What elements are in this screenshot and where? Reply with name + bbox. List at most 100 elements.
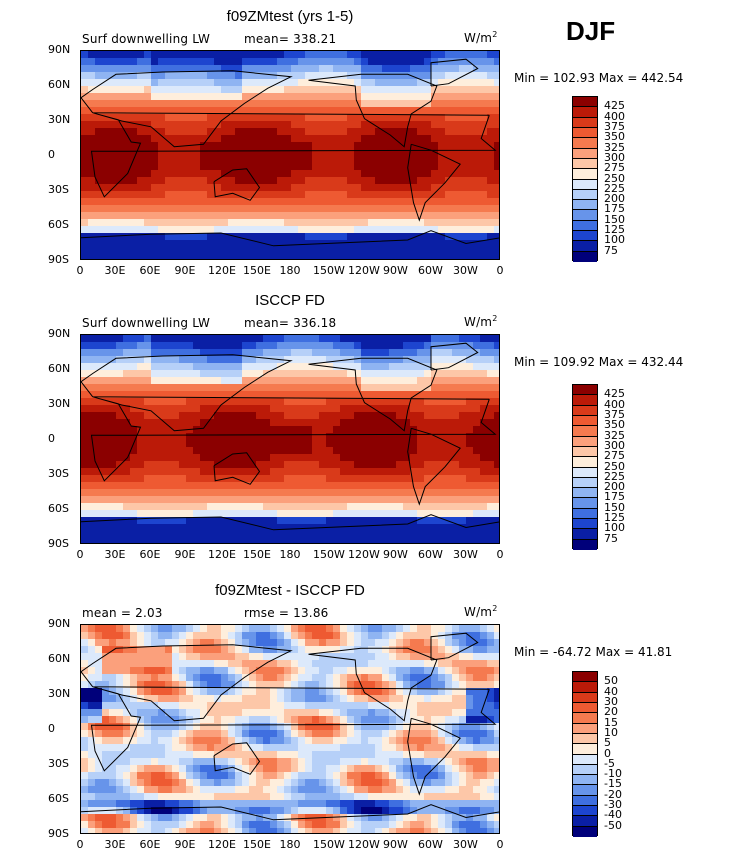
colorbar-swatch bbox=[573, 692, 597, 703]
min-max-readout: Min = 102.93 Max = 442.54 bbox=[514, 71, 684, 85]
lon-tick-label: 90W bbox=[383, 838, 408, 851]
panel-left-label: Surf downwelling LW bbox=[82, 32, 211, 46]
colorbar-swatch bbox=[573, 723, 597, 734]
units-exponent: 2 bbox=[492, 30, 498, 39]
lon-tick-label: 90E bbox=[174, 548, 196, 561]
panel-mean-label: rmse = 13.86 bbox=[244, 606, 329, 620]
lon-tick-label: 90W bbox=[383, 548, 408, 561]
panel-left-label: mean = 2.03 bbox=[82, 606, 163, 620]
colorbar-swatch bbox=[573, 189, 597, 201]
colorbar-swatch bbox=[573, 795, 597, 807]
colorbar-swatch bbox=[573, 385, 597, 396]
lon-tick-label: 60E bbox=[139, 838, 161, 851]
colorbar-swatch bbox=[573, 498, 597, 509]
colorbar-level-label: 200 bbox=[604, 192, 625, 206]
colorbar-swatch bbox=[573, 467, 597, 478]
lat-tick-label: 90N bbox=[48, 617, 71, 630]
lon-tick-label: 150E bbox=[243, 264, 271, 277]
lon-tick-label: 0 bbox=[76, 548, 84, 561]
colorbar-level-label: 40 bbox=[604, 684, 618, 698]
lon-tick-label: 120W bbox=[348, 264, 380, 277]
lon-tick-label: 120E bbox=[208, 548, 236, 561]
colorbar-level-label: 250 bbox=[604, 459, 625, 473]
colorbar-swatch bbox=[573, 744, 597, 755]
colorbar-swatch bbox=[573, 210, 597, 221]
colorbar-level-label: 0 bbox=[604, 746, 611, 760]
colorbar-swatch bbox=[573, 826, 597, 837]
colorbar-level-label: 150 bbox=[604, 500, 625, 514]
colorbar-swatch bbox=[573, 806, 597, 817]
colorbar-swatch bbox=[573, 405, 597, 416]
colorbar-level-label: 400 bbox=[604, 109, 625, 123]
lat-tick-label: 60N bbox=[48, 652, 71, 665]
lon-tick-label: 150W bbox=[313, 548, 345, 561]
lon-tick-label: 30W bbox=[453, 264, 478, 277]
lat-tick-label: 90S bbox=[48, 253, 69, 266]
colorbar-swatch bbox=[573, 395, 597, 406]
colorbar-swatch bbox=[573, 508, 597, 520]
panel-mean-label: mean= 336.18 bbox=[244, 316, 337, 330]
lon-tick-label: 0 bbox=[76, 838, 84, 851]
colorbar-swatch bbox=[573, 733, 597, 745]
coastline bbox=[81, 58, 499, 247]
colorbar-level-label: 425 bbox=[604, 387, 625, 401]
lon-tick-label: 150W bbox=[313, 264, 345, 277]
lon-tick-label: 60W bbox=[418, 264, 443, 277]
lon-tick-label: 120E bbox=[208, 264, 236, 277]
panel-title: f09ZMtest - ISCCP FD bbox=[215, 582, 365, 599]
colorbar-swatch bbox=[573, 127, 597, 139]
colorbar-swatch bbox=[573, 426, 597, 437]
lon-tick-label: 60E bbox=[139, 264, 161, 277]
colorbar-level-label: 425 bbox=[604, 99, 625, 113]
colorbar-swatch bbox=[573, 158, 597, 170]
colorbar-swatch bbox=[573, 251, 597, 262]
units-text: W/m bbox=[464, 605, 493, 619]
colorbar-level-label: -50 bbox=[604, 818, 622, 832]
coastline bbox=[81, 632, 499, 821]
lon-tick-label: 180 bbox=[279, 838, 301, 851]
lon-tick-label: 30E bbox=[104, 548, 126, 561]
colorbar-level-label: 150 bbox=[604, 212, 625, 226]
lat-tick-label: 60S bbox=[48, 218, 69, 231]
panel-units: W/m2 bbox=[464, 30, 498, 45]
lon-tick-label: 120W bbox=[348, 548, 380, 561]
colorbar-swatch bbox=[573, 785, 597, 796]
colorbar-swatch bbox=[573, 117, 597, 128]
colorbar-swatch bbox=[573, 446, 597, 458]
lon-tick-label: 0 bbox=[496, 838, 504, 851]
units-exponent: 2 bbox=[492, 604, 498, 613]
colorbar-swatch bbox=[573, 519, 597, 530]
colorbar-swatch bbox=[573, 529, 597, 540]
colorbar-level-label: 100 bbox=[604, 233, 625, 247]
lon-tick-label: 0 bbox=[496, 548, 504, 561]
colorbar-level-label: 20 bbox=[604, 705, 618, 719]
colorbar-level-label: 75 bbox=[604, 531, 618, 545]
lon-tick-label: 0 bbox=[496, 264, 504, 277]
colorbar-level-label: 50 bbox=[604, 674, 618, 688]
lon-tick-label: 120E bbox=[208, 838, 236, 851]
colorbar-swatch bbox=[573, 107, 597, 118]
colorbar-level-label: 75 bbox=[604, 243, 618, 257]
colorbar-swatch bbox=[573, 477, 597, 489]
contour-map bbox=[81, 625, 499, 833]
panel-mean-label: mean= 338.21 bbox=[244, 32, 337, 46]
season-label: DJF bbox=[566, 16, 616, 46]
colorbar-swatch bbox=[573, 436, 597, 447]
lon-tick-label: 60W bbox=[418, 838, 443, 851]
lon-tick-label: 30W bbox=[453, 548, 478, 561]
lon-tick-label: 150W bbox=[313, 838, 345, 851]
colorbar-level-label: 225 bbox=[604, 181, 625, 195]
lat-tick-label: 30S bbox=[48, 183, 69, 196]
lon-tick-label: 90E bbox=[174, 264, 196, 277]
colorbar-level-label: 200 bbox=[604, 480, 625, 494]
colorbar-level-label: 350 bbox=[604, 130, 625, 144]
colorbar-level-label: 5 bbox=[604, 736, 611, 750]
colorbar-swatch bbox=[573, 682, 597, 693]
lon-tick-label: 30E bbox=[104, 264, 126, 277]
lon-tick-label: 150E bbox=[243, 548, 271, 561]
lat-tick-label: 0 bbox=[48, 148, 55, 161]
lon-tick-label: 180 bbox=[279, 548, 301, 561]
panel-title: ISCCP FD bbox=[255, 292, 325, 309]
lon-tick-label: 120W bbox=[348, 838, 380, 851]
min-max-readout: Min = -64.72 Max = 41.81 bbox=[514, 645, 673, 659]
